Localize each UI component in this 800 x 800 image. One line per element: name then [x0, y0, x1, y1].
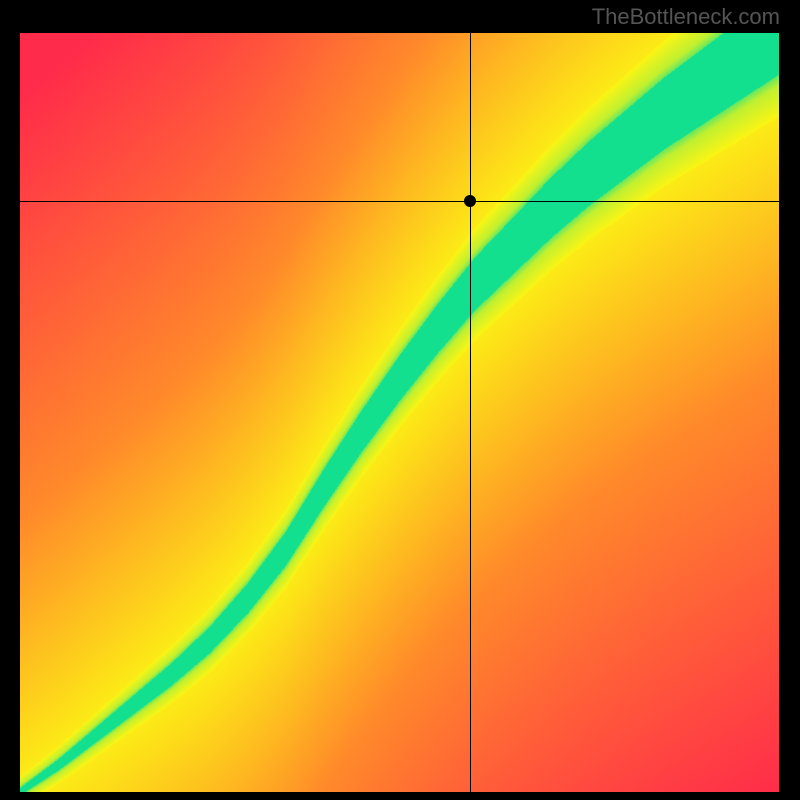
crosshair-horizontal — [20, 201, 779, 202]
crosshair-marker — [464, 195, 476, 207]
watermark-text: TheBottleneck.com — [592, 4, 780, 30]
bottleneck-heatmap — [20, 33, 779, 792]
crosshair-vertical — [470, 33, 471, 792]
